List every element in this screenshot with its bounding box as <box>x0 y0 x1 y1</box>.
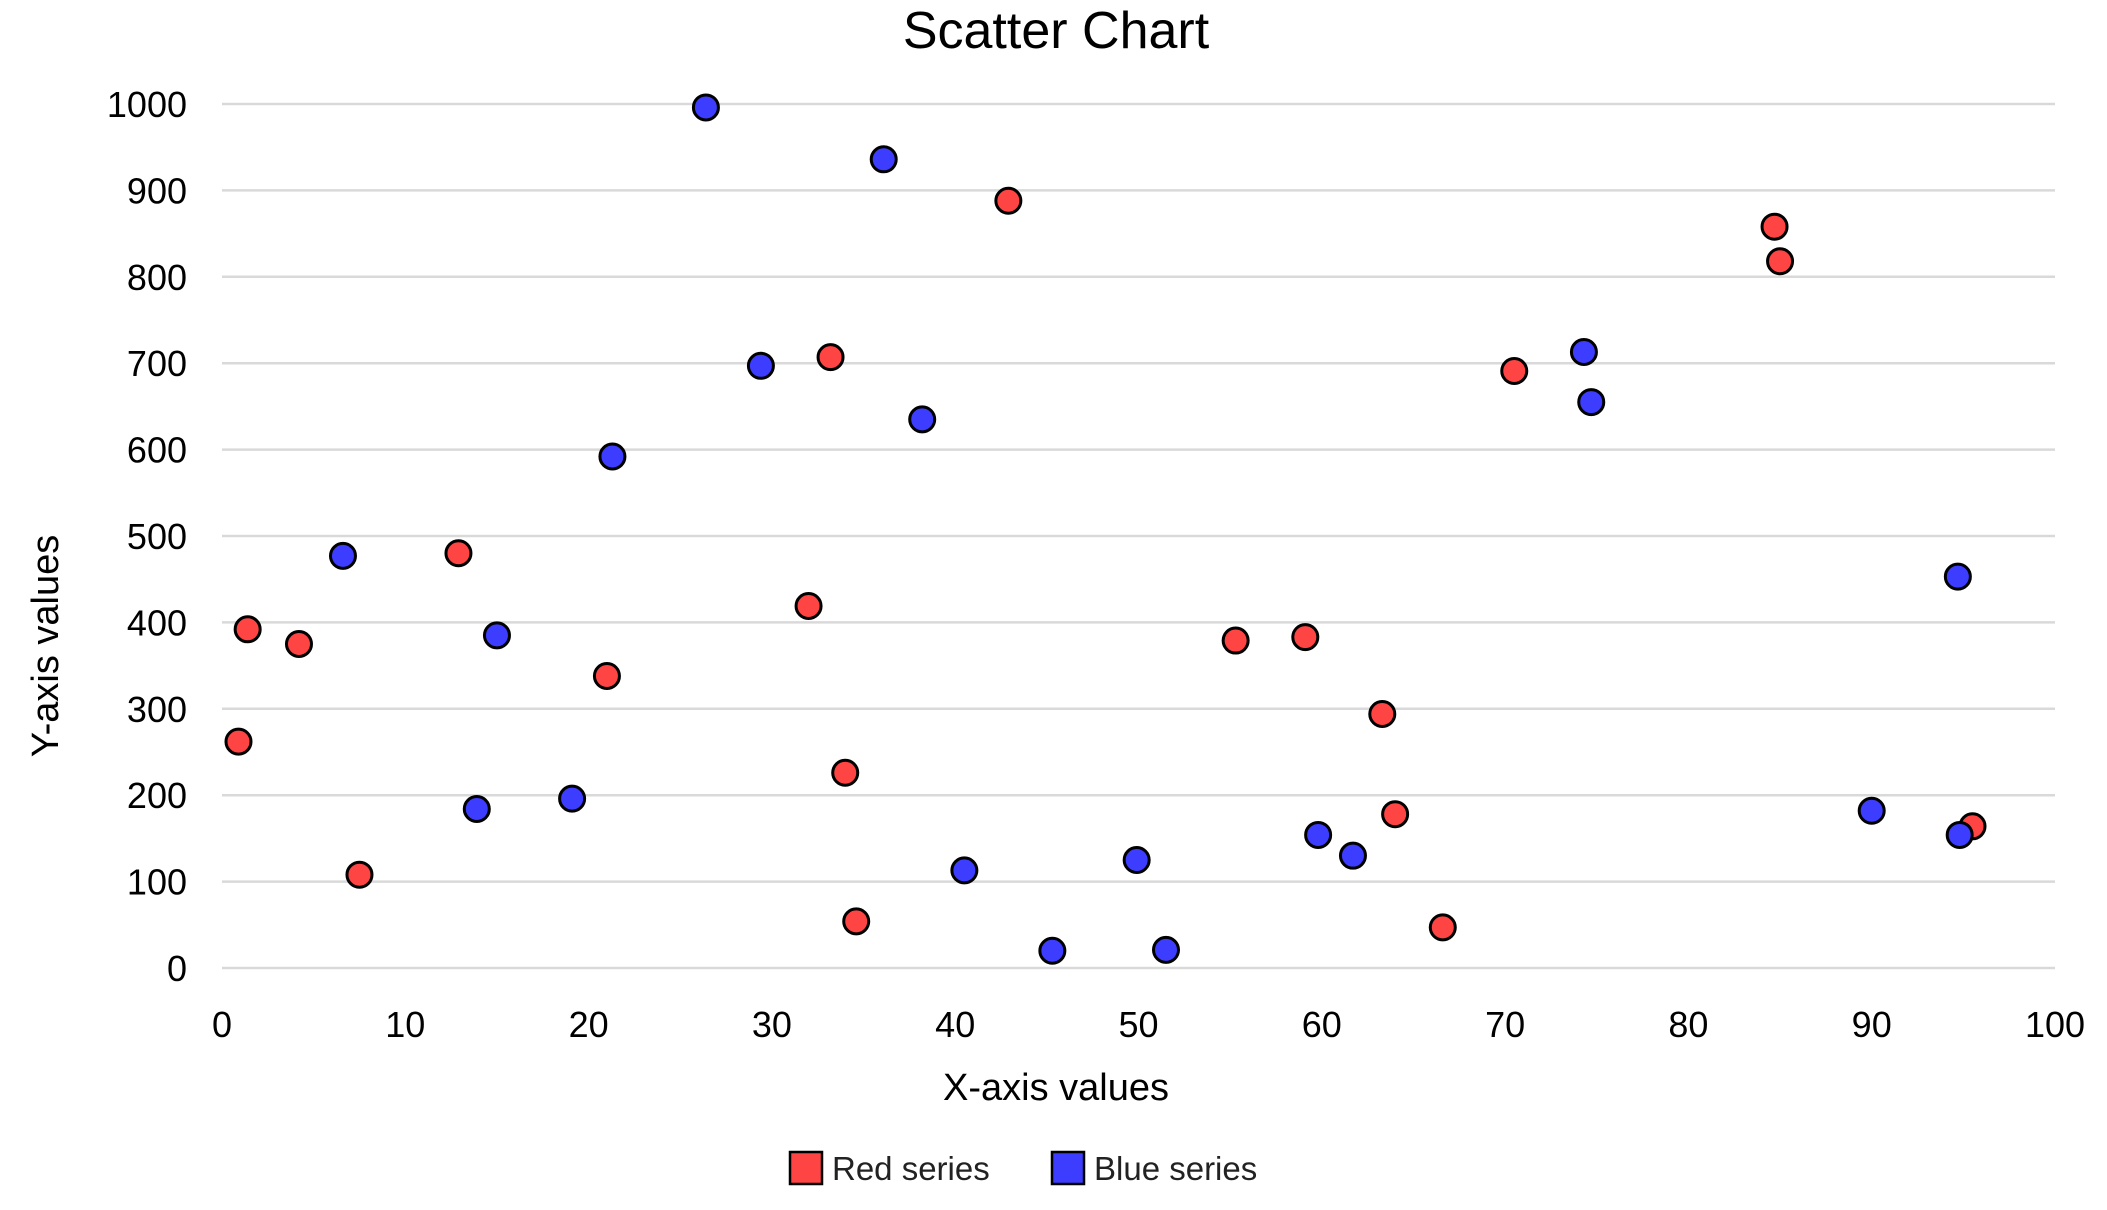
data-point[interactable] <box>1338 841 1367 870</box>
x-tick-label: 30 <box>752 1004 792 1045</box>
data-point[interactable] <box>328 541 357 570</box>
data-point[interactable] <box>233 615 262 644</box>
data-point[interactable] <box>842 907 871 936</box>
legend-item-blue[interactable]: Blue series <box>1050 1150 1257 1187</box>
y-axis-ticks: 0 100 200 300 400 500 600 700 800 900 1000 <box>107 84 187 989</box>
data-point[interactable] <box>950 856 979 885</box>
data-point[interactable] <box>1945 820 1974 849</box>
data-point[interactable] <box>869 145 898 174</box>
data-point[interactable] <box>1569 337 1598 366</box>
legend: Red series Blue series <box>788 1150 1257 1187</box>
data-point[interactable] <box>1038 936 1067 965</box>
data-point[interactable] <box>558 784 587 813</box>
y-tick-label: 1000 <box>107 84 187 125</box>
x-tick-label: 0 <box>212 1004 232 1045</box>
y-tick-label: 900 <box>127 170 187 211</box>
gridlines <box>222 102 2055 970</box>
data-point[interactable] <box>1122 846 1151 874</box>
x-tick-label: 60 <box>1302 1004 1342 1045</box>
data-point[interactable] <box>691 93 720 122</box>
data-point[interactable] <box>908 405 937 434</box>
data-point[interactable] <box>1291 623 1320 652</box>
y-tick-label: 500 <box>127 516 187 557</box>
data-point[interactable] <box>746 351 775 380</box>
x-tick-label: 80 <box>1668 1004 1708 1045</box>
data-point[interactable] <box>444 539 473 568</box>
y-tick-label: 0 <box>167 948 187 989</box>
data-point[interactable] <box>598 442 627 471</box>
data-point[interactable] <box>592 661 621 690</box>
data-point[interactable] <box>1500 356 1529 385</box>
data-point[interactable] <box>1368 699 1397 728</box>
data-points <box>224 93 1987 965</box>
x-axis-title: X-axis values <box>943 1067 1169 1109</box>
data-point[interactable] <box>994 186 1023 215</box>
y-tick-label: 800 <box>127 257 187 298</box>
data-point[interactable] <box>1221 626 1250 655</box>
x-tick-label: 50 <box>1118 1004 1158 1045</box>
x-tick-label: 20 <box>569 1004 609 1045</box>
chart-title: Scatter Chart <box>903 2 1210 60</box>
data-point[interactable] <box>1766 247 1795 276</box>
y-tick-label: 200 <box>127 775 187 816</box>
data-point[interactable] <box>1381 800 1410 829</box>
data-point[interactable] <box>1304 820 1333 849</box>
x-tick-label: 100 <box>2025 1004 2085 1045</box>
data-point[interactable] <box>1943 562 1972 591</box>
y-tick-label: 100 <box>127 862 187 903</box>
data-point[interactable] <box>1760 212 1789 241</box>
data-point[interactable] <box>345 860 374 889</box>
data-point[interactable] <box>284 630 313 658</box>
data-point[interactable] <box>224 727 253 756</box>
x-tick-label: 10 <box>385 1004 425 1045</box>
x-tick-label: 40 <box>935 1004 975 1045</box>
series-blue <box>328 93 1974 965</box>
x-tick-label: 70 <box>1485 1004 1525 1045</box>
x-axis-ticks: 0 10 20 30 40 50 60 70 80 90 100 <box>212 1004 2085 1045</box>
data-point[interactable] <box>794 591 823 620</box>
legend-item-red[interactable]: Red series <box>788 1150 990 1187</box>
y-tick-label: 300 <box>127 689 187 730</box>
data-point[interactable] <box>1428 913 1457 942</box>
y-tick-label: 600 <box>127 430 187 471</box>
data-point[interactable] <box>831 758 860 787</box>
legend-label-blue: Blue series <box>1094 1150 1257 1187</box>
data-point[interactable] <box>1151 935 1180 964</box>
data-point[interactable] <box>1857 796 1886 825</box>
data-point[interactable] <box>1577 388 1606 417</box>
series-red <box>224 186 1987 942</box>
legend-swatch-blue <box>1050 1150 1086 1186</box>
y-tick-label: 700 <box>127 343 187 384</box>
y-tick-label: 400 <box>127 602 187 643</box>
legend-label-red: Red series <box>832 1150 990 1187</box>
y-axis-title: Y-axis values <box>25 535 67 758</box>
legend-swatch-red <box>788 1150 824 1186</box>
data-point[interactable] <box>816 343 845 372</box>
data-point[interactable] <box>462 795 491 824</box>
x-tick-label: 90 <box>1852 1004 1892 1045</box>
data-point[interactable] <box>482 621 511 650</box>
